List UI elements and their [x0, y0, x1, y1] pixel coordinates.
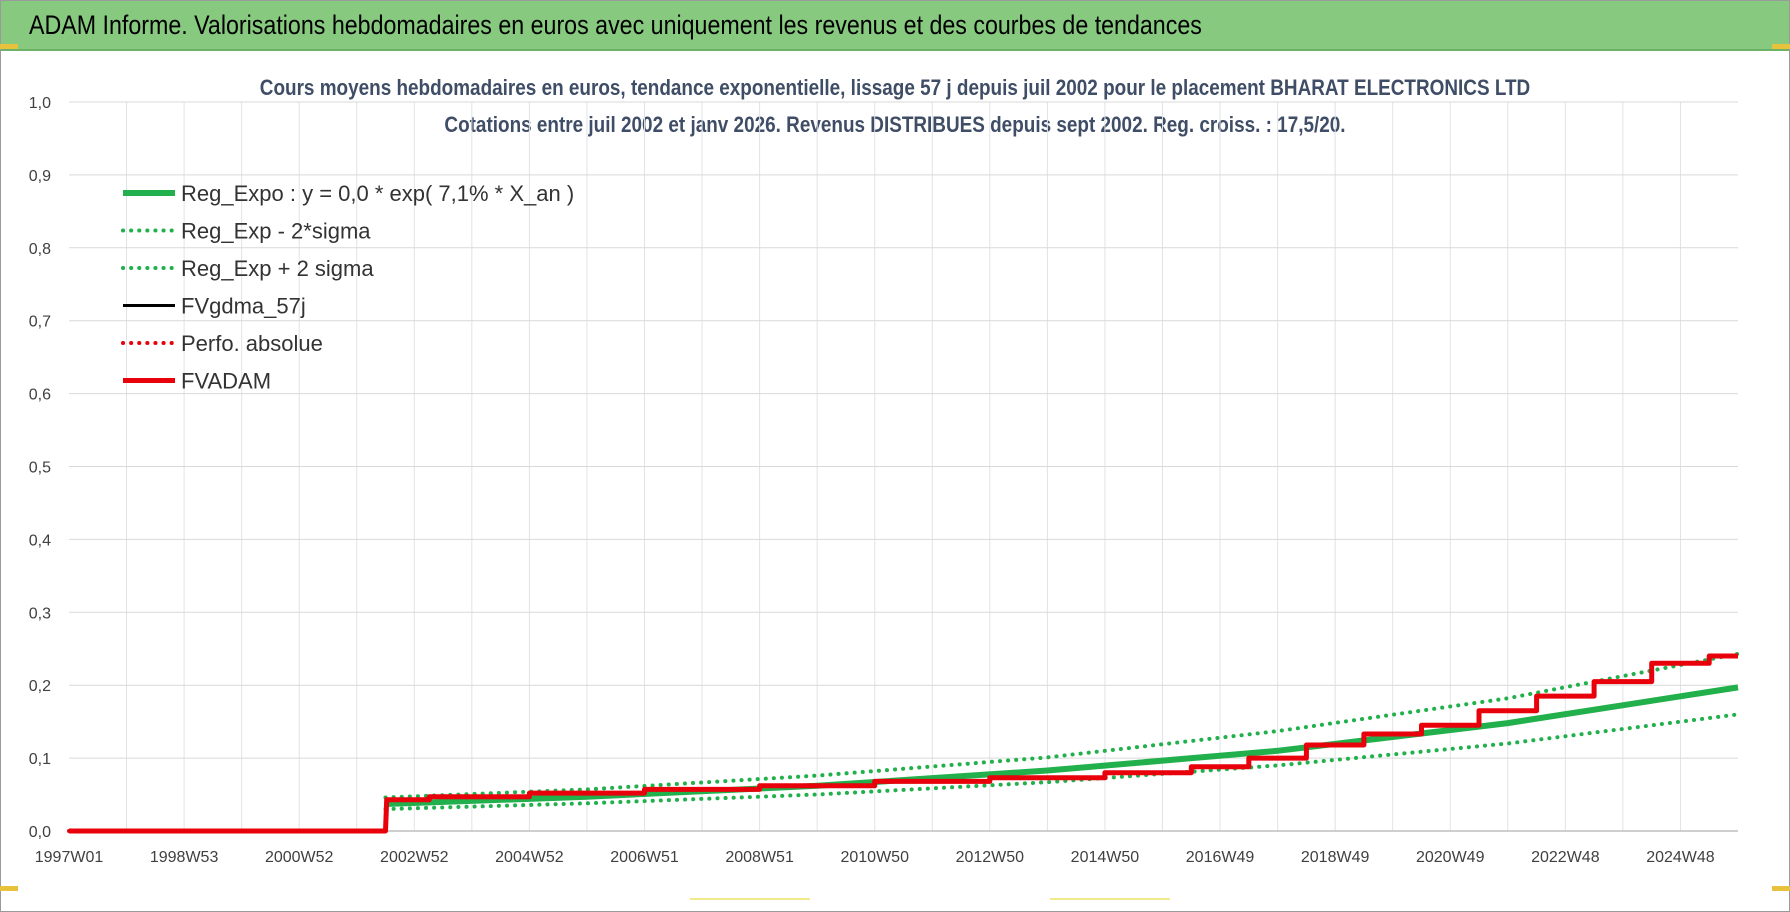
x-tick-label: 2016W49	[1186, 849, 1255, 866]
grid-lines	[69, 101, 1738, 832]
y-tick-label: 0,6	[29, 387, 51, 404]
chart-subtitle: Cotations entre juil 2002 et janv 2026. …	[444, 112, 1346, 137]
legend-label: FVgdma_57j	[181, 294, 306, 319]
x-tick-label: 2022W48	[1531, 849, 1600, 866]
x-tick-label: 2004W52	[495, 849, 564, 866]
x-tick-label: 2020W49	[1416, 849, 1485, 866]
x-tick-label: 2018W49	[1301, 849, 1370, 866]
x-tick-label: 2002W52	[380, 849, 449, 866]
report-banner: ADAM Informe. Valorisations hebdomadaire…	[1, 1, 1789, 51]
report-title: ADAM Informe. Valorisations hebdomadaire…	[29, 10, 1202, 40]
y-tick-label: 0,9	[29, 168, 51, 185]
corner-mark-top-left	[0, 44, 18, 49]
series-line-perfo-absolue	[67, 654, 1740, 833]
x-tick-label: 2008W51	[725, 849, 794, 866]
series-line-reg-exp-2-sigma	[383, 651, 1740, 800]
series-lines	[67, 651, 1740, 834]
series-line-reg-expo-y-0-0-exp-7-1-x-an	[385, 684, 1739, 807]
x-tick-label: 2010W50	[840, 849, 909, 866]
corner-mark-top-right	[1772, 44, 1790, 49]
chart-title: Cours moyens hebdomadaires en euros, ten…	[259, 75, 1531, 100]
y-tick-label: 0,8	[29, 241, 51, 258]
legend-label: Perfo. absolue	[181, 331, 323, 356]
legend-label: Reg_Exp - 2*sigma	[181, 219, 371, 244]
y-tick-label: 0,7	[29, 314, 51, 331]
series-line-reg-exp-2-sigma	[383, 712, 1740, 812]
y-tick-label: 0,1	[29, 751, 51, 768]
series-line-fvgdma-57j	[69, 655, 1738, 832]
bottom-marker-1	[690, 898, 810, 900]
corner-mark-bottom-right	[1772, 886, 1790, 891]
x-tick-label: 2024W48	[1646, 849, 1715, 866]
bottom-marker-2	[1050, 898, 1170, 900]
x-tick-label: 1997W01	[35, 849, 104, 866]
legend: Reg_Expo : y = 0,0 * exp( 7,1% * X_an ) R…	[121, 181, 574, 394]
y-tick-label: 0,3	[29, 605, 51, 622]
series-line-fvadam	[69, 653, 1738, 834]
x-tick-label: 1998W53	[150, 849, 219, 866]
x-tick-label: 2014W50	[1071, 849, 1140, 866]
y-tick-label: 0,0	[29, 824, 51, 841]
legend-label: FVADAM	[181, 369, 271, 394]
x-tick-label: 2012W50	[956, 849, 1025, 866]
y-tick-label: 0,2	[29, 678, 51, 695]
y-tick-label: 0,4	[29, 532, 51, 549]
y-tick-label: 1,0	[29, 95, 51, 112]
legend-label: Reg_Expo : y = 0,0 * exp( 7,1% * X_an )	[181, 181, 574, 206]
corner-mark-bottom-left	[0, 886, 18, 891]
y-tick-label: 0,5	[29, 460, 51, 477]
x-tick-label: 2006W51	[610, 849, 679, 866]
axes: 0,0 0,1 0,2 0,3 0,4 0,5 0,6 0,7 0,8 0,9 1,0 1997W01…	[29, 95, 1738, 866]
legend-label: Reg_Exp + 2 sigma	[181, 256, 374, 281]
x-tick-label: 2000W52	[265, 849, 334, 866]
